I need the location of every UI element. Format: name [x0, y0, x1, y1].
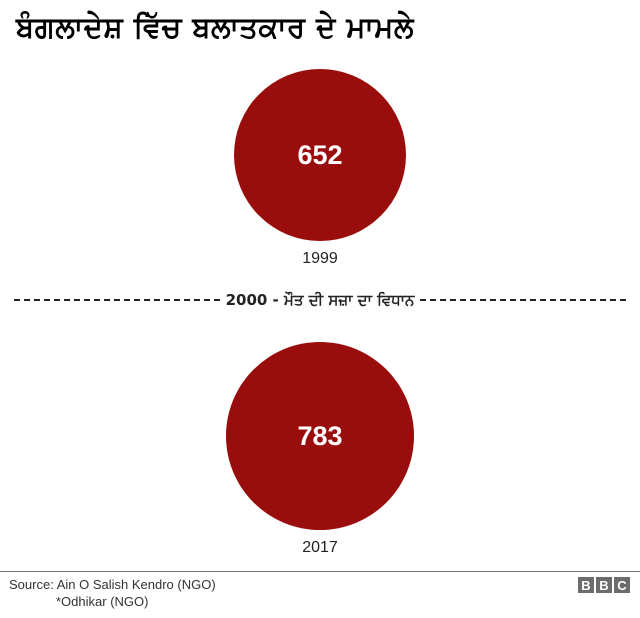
- bubble-1999: 652: [234, 69, 406, 241]
- source-line-2: *Odhikar (NGO): [56, 594, 149, 609]
- dashed-line-left: [14, 299, 220, 301]
- bbc-logo-letter: C: [614, 577, 630, 593]
- dashed-line-right: [420, 299, 626, 301]
- year-label: 1999: [302, 250, 338, 267]
- bubble-value: 652: [297, 139, 343, 170]
- year-label: 2017: [302, 539, 338, 556]
- footer-divider: [0, 571, 640, 572]
- source-note: Source: Ain O Salish Kendro (NGO) *Odhik…: [9, 576, 216, 610]
- bbc-logo: B B C: [578, 577, 630, 593]
- bbc-logo-letter: B: [596, 577, 612, 593]
- bubble-2017: 783: [226, 342, 414, 530]
- source-line-1: Source: Ain O Salish Kendro (NGO): [9, 577, 216, 592]
- bubble-value: 783: [297, 420, 343, 451]
- divider-label: 2000 - ਮੌਤ ਦੀ ਸਜ਼ਾ ਦਾ ਵਿਧਾਨ: [225, 291, 415, 309]
- divider: 2000 - ਮੌਤ ਦੀ ਸਜ਼ਾ ਦਾ ਵਿਧਾਨ: [14, 290, 626, 310]
- bbc-logo-letter: B: [578, 577, 594, 593]
- chart-title: ਬੰਗਲਾਦੇਸ਼ ਵਿੱਚ ਬਲਾਤਕਾਰ ਦੇ ਮਾਮਲੇ: [16, 10, 414, 44]
